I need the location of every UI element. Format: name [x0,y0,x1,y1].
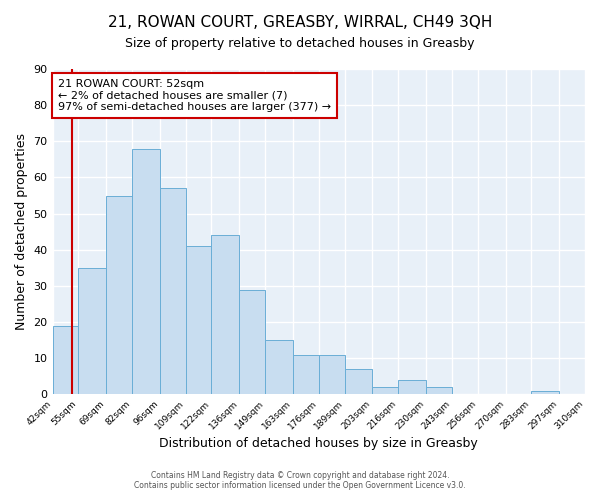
Bar [265,340,293,394]
Bar [239,290,265,395]
Bar [293,354,319,395]
Bar [319,354,344,395]
Y-axis label: Number of detached properties: Number of detached properties [15,133,28,330]
Bar [532,391,559,394]
Bar [585,391,600,394]
Bar [211,236,239,394]
Bar [373,388,398,394]
Bar [344,369,373,394]
Bar [160,188,185,394]
Text: 21, ROWAN COURT, GREASBY, WIRRAL, CH49 3QH: 21, ROWAN COURT, GREASBY, WIRRAL, CH49 3… [108,15,492,30]
Bar [106,196,132,394]
Bar [398,380,426,394]
Bar [53,326,79,394]
Bar [185,246,211,394]
Bar [79,268,106,394]
X-axis label: Distribution of detached houses by size in Greasby: Distribution of detached houses by size … [160,437,478,450]
Text: Size of property relative to detached houses in Greasby: Size of property relative to detached ho… [125,38,475,51]
Text: 21 ROWAN COURT: 52sqm
← 2% of detached houses are smaller (7)
97% of semi-detach: 21 ROWAN COURT: 52sqm ← 2% of detached h… [58,79,331,112]
Bar [426,388,452,394]
Text: Contains HM Land Registry data © Crown copyright and database right 2024.
Contai: Contains HM Land Registry data © Crown c… [134,470,466,490]
Bar [132,148,160,394]
